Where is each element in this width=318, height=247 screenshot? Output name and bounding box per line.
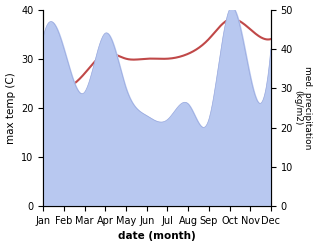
Y-axis label: med. precipitation
(kg/m2): med. precipitation (kg/m2)	[293, 66, 313, 149]
Y-axis label: max temp (C): max temp (C)	[5, 72, 16, 144]
X-axis label: date (month): date (month)	[118, 231, 196, 242]
